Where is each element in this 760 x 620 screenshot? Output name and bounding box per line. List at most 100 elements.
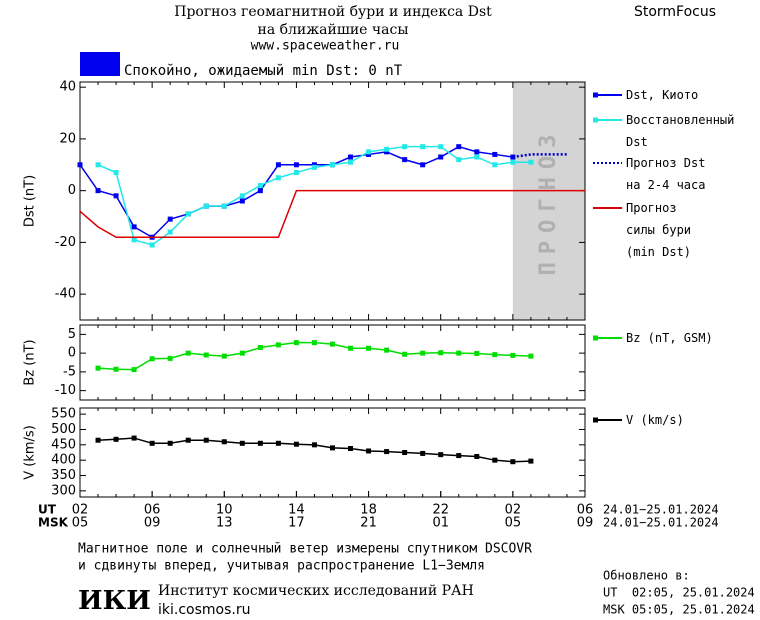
point xyxy=(438,154,444,160)
legend-entry: Прогноз силы бури (min Dst) xyxy=(626,201,692,259)
point xyxy=(474,154,480,160)
y-tick-label: -20 xyxy=(55,235,76,250)
series-line xyxy=(79,189,585,238)
point xyxy=(95,162,101,168)
forecast-region xyxy=(512,82,585,320)
point xyxy=(420,162,426,168)
x-tick-label: 02 xyxy=(505,503,522,518)
point xyxy=(257,182,263,188)
point xyxy=(311,164,317,170)
legend-entry: Bz (nT, GSM) xyxy=(626,331,713,345)
series-line xyxy=(512,153,567,159)
y-tick-label: 400 xyxy=(51,453,76,468)
point xyxy=(456,144,462,150)
legend-swatch xyxy=(593,117,598,123)
point xyxy=(528,353,534,359)
point xyxy=(311,442,317,448)
point xyxy=(384,347,390,353)
point xyxy=(420,144,426,150)
point xyxy=(257,345,263,350)
series-line xyxy=(97,341,531,371)
point xyxy=(185,350,191,356)
x-tick-label: 22 xyxy=(432,503,449,518)
legend-entry: V (km/s) xyxy=(626,413,684,427)
point xyxy=(492,151,498,157)
y-axis-title: Dst (nT) xyxy=(23,175,38,227)
title: Прогноз геомагнитной бури и индекса Dst xyxy=(174,4,492,20)
point xyxy=(330,341,335,347)
point xyxy=(384,149,390,155)
x-tick-label: 13 xyxy=(216,516,233,531)
y-tick-label: 350 xyxy=(51,468,76,483)
x-tick-label: 01 xyxy=(432,516,449,531)
x-axis-title: MSK xyxy=(38,516,69,530)
x-tick-label: 06 xyxy=(577,503,594,518)
point xyxy=(528,458,534,464)
updated: Обновлено в: xyxy=(603,569,690,583)
point xyxy=(275,440,281,446)
point xyxy=(366,151,372,157)
point xyxy=(528,159,534,165)
updated: MSK 05:05, 25.01.2024 xyxy=(603,603,755,617)
y-axis-title: V (km/s) xyxy=(23,425,38,480)
point xyxy=(474,149,480,155)
point xyxy=(366,345,372,351)
point xyxy=(420,450,426,456)
x-tick-label: 18 xyxy=(360,503,377,518)
point xyxy=(167,440,173,446)
point xyxy=(474,453,480,459)
y-tick-label: -40 xyxy=(55,287,76,302)
plot-frame xyxy=(79,407,586,498)
footer-text: и сдвинуты вперед, учитывая распростране… xyxy=(78,559,485,574)
point xyxy=(257,440,263,446)
y-tick-label: 450 xyxy=(51,437,76,452)
x-tick-label: 05 xyxy=(505,516,522,531)
point xyxy=(203,437,209,443)
point xyxy=(239,198,245,204)
point xyxy=(330,162,335,168)
point xyxy=(203,352,209,358)
y-tick-label: 5 xyxy=(68,327,76,342)
point xyxy=(402,450,408,455)
point xyxy=(149,440,155,446)
point xyxy=(384,449,390,455)
point xyxy=(167,229,173,235)
point xyxy=(221,439,227,445)
point xyxy=(474,351,480,356)
point xyxy=(95,437,101,443)
point xyxy=(492,457,498,463)
point xyxy=(239,193,245,199)
point xyxy=(185,437,191,443)
point xyxy=(438,350,444,356)
x-tick-label: 02 xyxy=(72,503,89,518)
point xyxy=(131,435,137,441)
x-range: 24.01−25.01.2024 xyxy=(603,516,719,530)
point xyxy=(221,203,227,209)
point xyxy=(95,188,101,194)
point xyxy=(402,157,408,163)
series-line xyxy=(97,145,531,246)
point xyxy=(510,459,516,465)
point xyxy=(167,216,173,222)
footer-text: Магнитное поле и солнечный ветер измерен… xyxy=(78,542,532,557)
legend-swatch xyxy=(593,335,598,341)
legend-entry: Восстановленный Dst xyxy=(626,113,735,149)
point xyxy=(438,452,444,458)
point xyxy=(510,352,516,358)
forecast-label: ПРОГНОЗ xyxy=(536,127,561,276)
logo: ИКИ xyxy=(78,586,151,616)
point xyxy=(185,211,191,217)
point xyxy=(330,445,335,451)
plot-frame xyxy=(79,324,586,401)
x-axis-title: UT xyxy=(38,503,57,517)
updated: UT 02:05, 25.01.2024 xyxy=(603,586,755,600)
x-tick-label: 09 xyxy=(577,516,594,531)
point xyxy=(203,203,209,209)
point xyxy=(113,366,119,372)
status: Спокойно, ожидаемый min Dst: 0 nT xyxy=(124,63,403,79)
point xyxy=(420,350,426,356)
point xyxy=(239,440,245,446)
y-tick-label: 550 xyxy=(51,407,76,422)
point xyxy=(456,350,462,356)
